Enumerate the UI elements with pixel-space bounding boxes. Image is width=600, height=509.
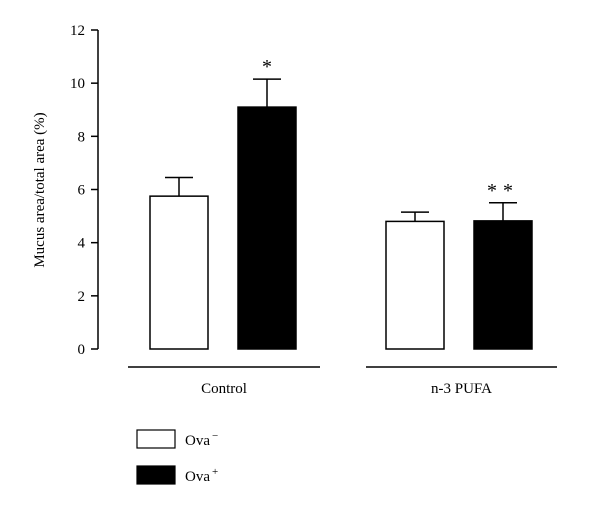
significance-label: *: [262, 56, 272, 78]
bar: [385, 220, 445, 350]
y-axis-title: Mucus area/total area (%): [32, 112, 48, 267]
bar: [149, 195, 209, 350]
legend-label: Ova +: [185, 466, 218, 485]
y-tick-label: 10: [70, 76, 85, 92]
y-tick-label: 0: [78, 342, 86, 358]
bar: [473, 220, 533, 350]
legend-swatch: [136, 429, 176, 449]
y-tick-label: 4: [78, 236, 86, 252]
significance-label: **: [487, 180, 519, 202]
category-label: n-3 PUFA: [431, 381, 492, 397]
y-tick-label: 2: [78, 289, 86, 305]
bar: [237, 106, 297, 350]
category-label: Control: [201, 381, 247, 397]
category-groups: Control n-3 PUFA: [128, 366, 557, 397]
legend-label: Ova −: [185, 430, 218, 449]
legend-swatch: [136, 465, 176, 485]
legend: Ova − Ova +: [136, 429, 218, 485]
y-tick-label: 8: [78, 129, 86, 145]
bars: ***: [149, 56, 533, 350]
y-axis: 0 2 4 6 8 10 12: [70, 23, 99, 358]
y-tick-label: 6: [78, 183, 86, 199]
y-tick-label: 12: [70, 23, 85, 39]
